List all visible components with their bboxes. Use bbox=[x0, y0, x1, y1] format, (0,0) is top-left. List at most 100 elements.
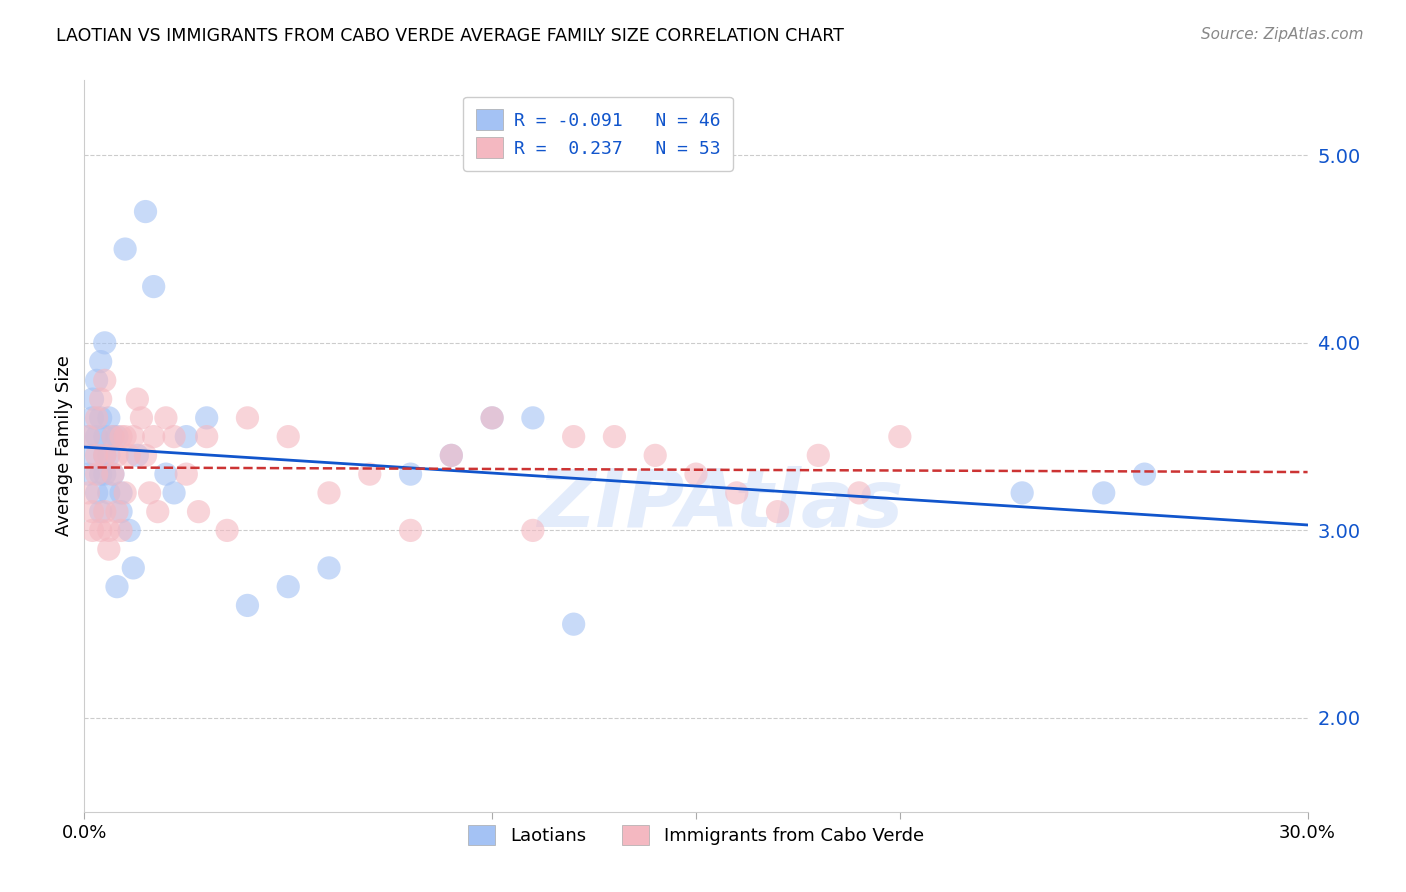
Point bbox=[127, 392, 149, 406]
Point bbox=[318, 561, 340, 575]
Point bbox=[101, 429, 124, 443]
Point bbox=[118, 449, 141, 463]
Point bbox=[114, 242, 136, 256]
Point bbox=[481, 410, 503, 425]
Point bbox=[90, 410, 112, 425]
Point bbox=[522, 524, 544, 538]
Point bbox=[481, 410, 503, 425]
Point bbox=[440, 449, 463, 463]
Point bbox=[127, 449, 149, 463]
Point bbox=[1133, 467, 1156, 482]
Point bbox=[766, 505, 789, 519]
Point bbox=[93, 373, 115, 387]
Point bbox=[174, 429, 197, 443]
Point bbox=[142, 279, 165, 293]
Point bbox=[110, 505, 132, 519]
Point bbox=[725, 486, 748, 500]
Point bbox=[101, 467, 124, 482]
Point bbox=[114, 429, 136, 443]
Point bbox=[105, 580, 128, 594]
Point bbox=[97, 542, 120, 557]
Point bbox=[86, 429, 108, 443]
Y-axis label: Average Family Size: Average Family Size bbox=[55, 356, 73, 536]
Point bbox=[77, 429, 100, 443]
Point bbox=[82, 449, 104, 463]
Point bbox=[807, 449, 830, 463]
Point bbox=[97, 486, 120, 500]
Point bbox=[86, 467, 108, 482]
Point bbox=[236, 410, 259, 425]
Point bbox=[122, 561, 145, 575]
Text: ZIPAtlas: ZIPAtlas bbox=[537, 466, 904, 543]
Point bbox=[163, 486, 186, 500]
Point bbox=[685, 467, 707, 482]
Point bbox=[195, 429, 218, 443]
Point bbox=[93, 429, 115, 443]
Point bbox=[101, 467, 124, 482]
Point bbox=[195, 410, 218, 425]
Point bbox=[90, 467, 112, 482]
Point bbox=[90, 354, 112, 368]
Point bbox=[93, 467, 115, 482]
Point bbox=[1011, 486, 1033, 500]
Point bbox=[90, 392, 112, 406]
Point bbox=[1092, 486, 1115, 500]
Point bbox=[359, 467, 381, 482]
Point bbox=[135, 449, 157, 463]
Point bbox=[318, 486, 340, 500]
Point bbox=[97, 449, 120, 463]
Point bbox=[110, 429, 132, 443]
Point bbox=[146, 505, 169, 519]
Point bbox=[562, 429, 585, 443]
Point bbox=[93, 335, 115, 350]
Point bbox=[82, 524, 104, 538]
Point bbox=[644, 449, 666, 463]
Point bbox=[86, 373, 108, 387]
Point bbox=[105, 449, 128, 463]
Point bbox=[110, 524, 132, 538]
Point bbox=[217, 524, 239, 538]
Point bbox=[97, 410, 120, 425]
Point bbox=[174, 467, 197, 482]
Point bbox=[399, 524, 422, 538]
Point bbox=[135, 204, 157, 219]
Point bbox=[82, 392, 104, 406]
Point bbox=[93, 505, 115, 519]
Point bbox=[277, 580, 299, 594]
Point bbox=[86, 486, 108, 500]
Point bbox=[155, 467, 177, 482]
Point bbox=[187, 505, 209, 519]
Point bbox=[110, 486, 132, 500]
Point bbox=[86, 410, 108, 425]
Point bbox=[440, 449, 463, 463]
Point bbox=[77, 429, 100, 443]
Point bbox=[142, 429, 165, 443]
Point bbox=[163, 429, 186, 443]
Point bbox=[118, 524, 141, 538]
Text: Source: ZipAtlas.com: Source: ZipAtlas.com bbox=[1201, 27, 1364, 42]
Legend: Laotians, Immigrants from Cabo Verde: Laotians, Immigrants from Cabo Verde bbox=[460, 816, 932, 854]
Point bbox=[138, 486, 160, 500]
Point bbox=[889, 429, 911, 443]
Point bbox=[90, 505, 112, 519]
Point bbox=[82, 505, 104, 519]
Point bbox=[101, 429, 124, 443]
Point bbox=[155, 410, 177, 425]
Text: LAOTIAN VS IMMIGRANTS FROM CABO VERDE AVERAGE FAMILY SIZE CORRELATION CHART: LAOTIAN VS IMMIGRANTS FROM CABO VERDE AV… bbox=[56, 27, 844, 45]
Point bbox=[77, 467, 100, 482]
Point bbox=[236, 599, 259, 613]
Point bbox=[114, 486, 136, 500]
Point bbox=[90, 524, 112, 538]
Point bbox=[105, 505, 128, 519]
Point bbox=[93, 449, 115, 463]
Point bbox=[522, 410, 544, 425]
Point bbox=[122, 429, 145, 443]
Point bbox=[97, 524, 120, 538]
Point bbox=[562, 617, 585, 632]
Point bbox=[603, 429, 626, 443]
Point bbox=[105, 429, 128, 443]
Point bbox=[93, 449, 115, 463]
Point bbox=[399, 467, 422, 482]
Point bbox=[131, 410, 153, 425]
Point bbox=[277, 429, 299, 443]
